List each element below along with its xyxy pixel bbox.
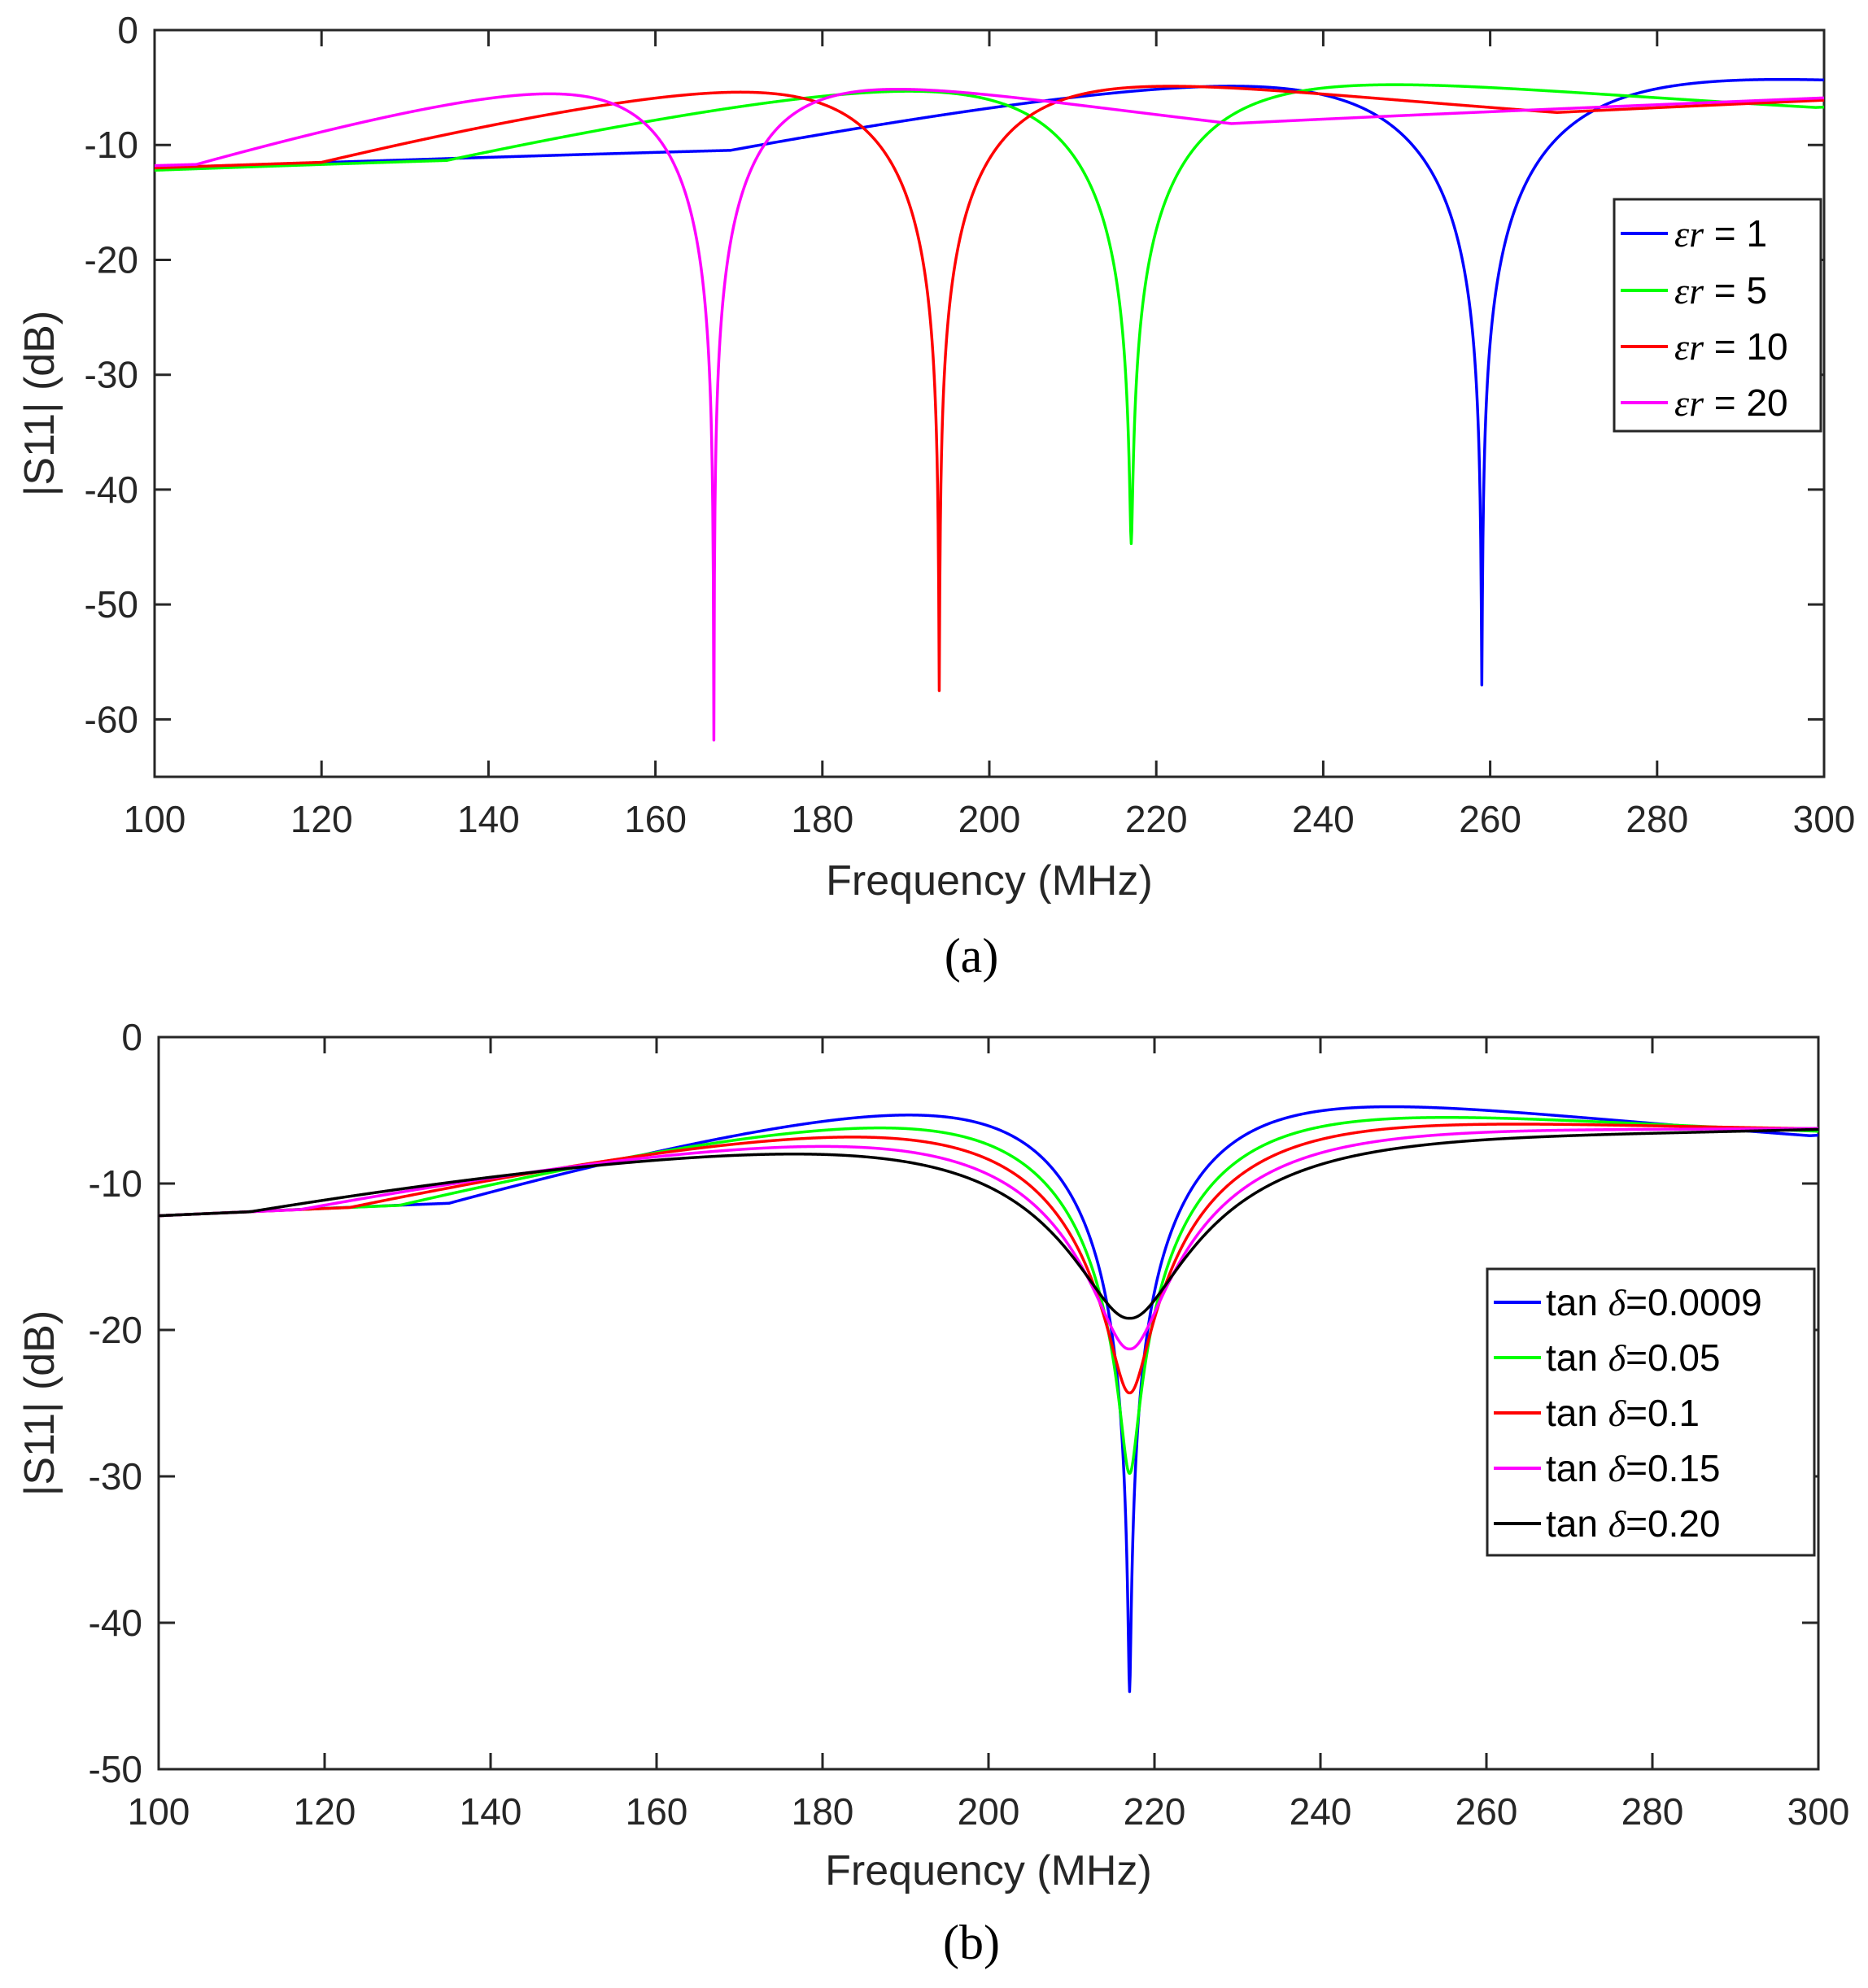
panel-b-xtick-label-160: 160 — [626, 1790, 688, 1833]
panel-b-xtick-label-140: 140 — [460, 1790, 522, 1833]
panel-a-xtick-label-180: 180 — [791, 798, 853, 840]
panel-a-xtick-label-140: 140 — [457, 798, 520, 840]
legend-b-label-2: tan δ=0.05 — [1546, 1336, 1721, 1379]
legend-b-symbol-4: δ — [1608, 1448, 1626, 1489]
legend-b-prefix-5: tan — [1546, 1502, 1608, 1545]
legend-b-value-4: =0.15 — [1626, 1447, 1720, 1489]
legend-a-symbol-4: εr — [1674, 382, 1704, 424]
panel-b-series-3 — [157, 1123, 1820, 1395]
panel-b-curves — [157, 1105, 1820, 1694]
legend-a-symbol-2: εr — [1674, 270, 1704, 312]
panel-a-xtick-label-200: 200 — [958, 798, 1021, 840]
panel-b-series-2 — [157, 1116, 1820, 1476]
legend-b-prefix-2: tan — [1546, 1336, 1608, 1379]
panel-b-ytick-label--50: -50 — [89, 1748, 142, 1790]
panel-b-xtick-label-280: 280 — [1621, 1790, 1684, 1833]
panel-a-series-2 — [153, 83, 1826, 546]
panel-b-legend: tan δ=0.0009 tan δ=0.05 tan δ=0.1 tan δ=… — [1486, 1267, 1816, 1557]
panel-a-xtick-label-100: 100 — [124, 798, 186, 840]
panel-a-ytick-label--40: -40 — [85, 469, 138, 511]
panel-b-ytick-label--10: -10 — [89, 1162, 142, 1205]
panel-a-ytick-label--60: -60 — [85, 698, 138, 740]
legend-b-value-3: =0.1 — [1626, 1392, 1700, 1434]
legend-a-value-4: = 20 — [1704, 381, 1788, 424]
panel-a-axes-box — [153, 28, 1826, 778]
legend-b-label-3: tan δ=0.1 — [1546, 1392, 1700, 1434]
legend-b-value-5: =0.20 — [1626, 1502, 1720, 1545]
panel-a-ytick-label--50: -50 — [85, 583, 138, 626]
legend-a-value-3: = 10 — [1704, 325, 1788, 368]
panel-a-legend: εr = 1 εr = 5 εr = 10 εr = 20 — [1613, 198, 1822, 433]
panel-b-caption: (b) — [943, 1916, 1000, 1969]
legend-a-value-1: = 1 — [1704, 212, 1767, 255]
legend-b-symbol-3: δ — [1608, 1393, 1626, 1434]
legend-a-symbol-3: εr — [1674, 326, 1704, 368]
panel-a-ylabel: |S11| (dB) — [16, 311, 63, 496]
panel-a-xtick-label-260: 260 — [1459, 798, 1521, 840]
panel-a-series-3 — [153, 85, 1826, 692]
panel-b-xtick-label-200: 200 — [958, 1790, 1020, 1833]
panel-b-series-4 — [157, 1127, 1820, 1351]
panel-a-caption: (a) — [945, 929, 999, 983]
panel-a-ticks: 100 120 140 160 180 200 220 240 260 280 300 0 -10 -20… — [85, 9, 1856, 840]
legend-a-label-3: εr = 10 — [1674, 325, 1788, 368]
legend-a-label-1: εr = 1 — [1674, 212, 1767, 255]
legend-b-prefix-4: tan — [1546, 1447, 1608, 1489]
legend-a-value-2: = 5 — [1704, 269, 1767, 312]
panel-a-series-1 — [153, 77, 1826, 687]
legend-b-label-5: tan δ=0.20 — [1546, 1502, 1721, 1545]
panel-a-xtick-label-220: 220 — [1125, 798, 1188, 840]
panel-a: 100 120 140 160 180 200 220 240 260 280 300 0 -10 -20… — [16, 9, 1855, 983]
panel-a-ytick-label--30: -30 — [85, 354, 138, 396]
legend-b-value-1: =0.0009 — [1626, 1281, 1762, 1323]
panel-b-xtick-label-100: 100 — [128, 1790, 190, 1833]
panel-a-ytick-label-0: 0 — [117, 9, 138, 51]
panel-b-ytick-label-0: 0 — [121, 1016, 142, 1058]
panel-a-xtick-label-280: 280 — [1626, 798, 1688, 840]
panel-a-ytick-label--10: -10 — [85, 124, 138, 166]
panel-b-series-1 — [157, 1105, 1820, 1694]
legend-b-symbol-1: δ — [1608, 1282, 1626, 1323]
panel-b-ylabel: |S11| (dB) — [16, 1310, 63, 1496]
panel-b-xtick-label-120: 120 — [294, 1790, 356, 1833]
panel-a-xtick-label-240: 240 — [1292, 798, 1355, 840]
panel-b-xtick-label-260: 260 — [1456, 1790, 1518, 1833]
legend-b-label-4: tan δ=0.15 — [1546, 1447, 1721, 1489]
panel-a-curves — [153, 77, 1826, 742]
panel-a-xtick-label-120: 120 — [290, 798, 353, 840]
panel-b: 100 120 140 160 180 200 220 240 260 280 300 0 -10 -20… — [16, 1016, 1849, 1969]
legend-b-value-2: =0.05 — [1626, 1336, 1720, 1379]
panel-b-series-5 — [157, 1127, 1820, 1320]
panel-a-ytick-label--20: -20 — [85, 238, 138, 281]
legend-b-symbol-2: δ — [1608, 1337, 1626, 1379]
panel-b-xtick-label-220: 220 — [1124, 1790, 1186, 1833]
legend-b-prefix-1: tan — [1546, 1281, 1608, 1323]
legend-b-prefix-3: tan — [1546, 1392, 1608, 1434]
panel-b-xtick-label-300: 300 — [1787, 1790, 1850, 1833]
legend-a-label-4: εr = 20 — [1674, 381, 1788, 424]
legend-b-symbol-5: δ — [1608, 1503, 1626, 1545]
panel-b-xtick-label-240: 240 — [1290, 1790, 1352, 1833]
panel-b-xlabel: Frequency (MHz) — [825, 1847, 1152, 1894]
panel-b-xtick-label-180: 180 — [792, 1790, 854, 1833]
panel-a-xlabel: Frequency (MHz) — [826, 857, 1153, 905]
legend-a-symbol-1: εr — [1674, 213, 1704, 255]
panel-a-xtick-label-160: 160 — [624, 798, 687, 840]
panel-b-ytick-label--40: -40 — [89, 1602, 142, 1644]
legend-b-label-1: tan δ=0.0009 — [1546, 1281, 1762, 1323]
panel-b-ytick-label--30: -30 — [89, 1455, 142, 1498]
legend-a-label-2: εr = 5 — [1674, 269, 1767, 312]
panel-b-ytick-label--20: -20 — [89, 1309, 142, 1351]
panel-a-legend-box — [1613, 198, 1822, 433]
panel-a-xtick-label-300: 300 — [1793, 798, 1856, 840]
panel-b-legend-box — [1486, 1267, 1816, 1557]
panel-a-series-4 — [153, 87, 1826, 742]
